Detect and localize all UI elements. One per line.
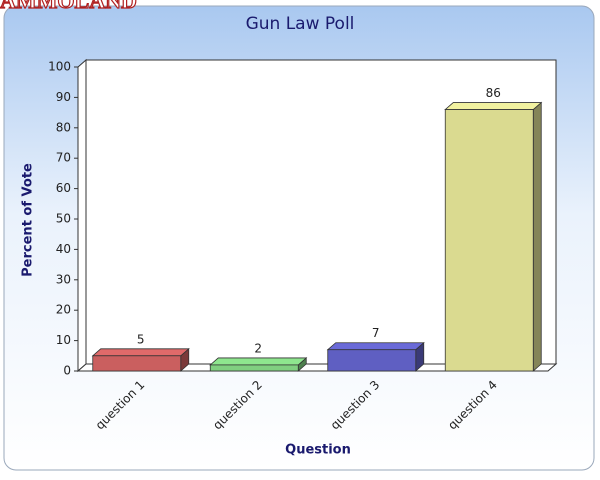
bar: [92, 355, 182, 372]
value-label: 86: [486, 86, 501, 100]
bar: [209, 364, 299, 372]
y-tick-label: 50: [56, 212, 71, 226]
bar-top: [444, 102, 543, 110]
y-tick-label: 60: [56, 181, 71, 195]
bar-side: [532, 101, 542, 372]
bar: [444, 109, 534, 372]
y-tick-label: 70: [56, 151, 71, 165]
value-label: 7: [372, 326, 380, 340]
y-tick-label: 30: [56, 272, 71, 286]
y-axis-label: Percent of Vote: [21, 163, 36, 277]
bar-top: [91, 348, 190, 357]
side-wall: [77, 58, 87, 373]
watermark: AMMOLAND: [0, 0, 137, 13]
y-tick-label: 40: [56, 242, 71, 256]
bar: [327, 349, 417, 372]
bar-top: [326, 342, 425, 351]
y-tick-label: 20: [56, 303, 71, 317]
bar-top: [209, 357, 308, 366]
y-tick-label: 90: [56, 90, 71, 104]
chart-title: Gun Law Poll: [246, 14, 355, 34]
y-tick-label: 10: [56, 333, 71, 347]
y-tick-label: 80: [56, 120, 71, 134]
x-axis-label: Question: [285, 443, 351, 458]
y-tick-label: 0: [63, 364, 71, 378]
value-label: 5: [137, 332, 145, 346]
value-label: 2: [254, 341, 262, 355]
y-tick-label: 100: [48, 60, 71, 74]
